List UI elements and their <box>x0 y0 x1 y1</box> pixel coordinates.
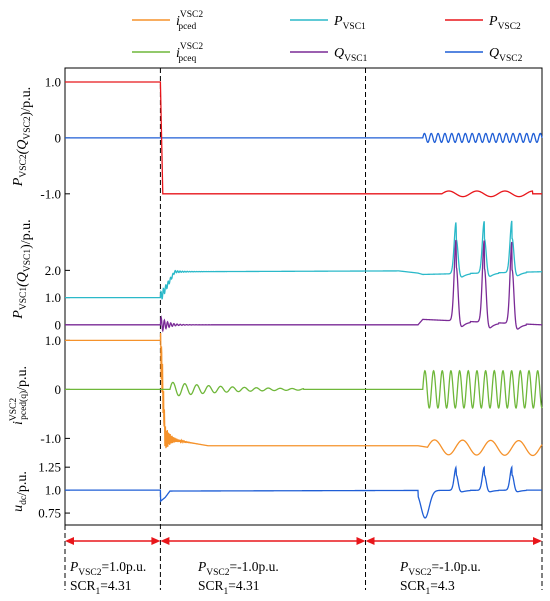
p3-series-ipceq <box>65 369 543 410</box>
p2-ylabel: PVSC1(QVSC1)/p.u. <box>11 219 34 319</box>
p4-series-qvsc2 <box>65 464 542 519</box>
p4-ytick-label-1: 1.0 <box>45 483 61 498</box>
p3-ylabel: iVSC2pced(q)/p.u. <box>9 366 30 425</box>
p3-ytick-label-0: 1.0 <box>45 333 61 348</box>
period-arrowhead-right-3 <box>533 537 542 545</box>
period-arrowhead-left-3 <box>365 537 375 545</box>
legend-label-qvsc1: QVSC1 <box>334 46 368 64</box>
period-arrowhead-right-2 <box>356 537 366 545</box>
legend-label-pvsc2: PVSC2 <box>488 14 521 32</box>
period-arrowhead-left-1 <box>65 537 74 545</box>
p1-ytick-label-1: 0 <box>55 130 62 145</box>
period-arrowhead-right-1 <box>151 537 161 545</box>
p2-ytick-label-2: 0 <box>55 317 62 332</box>
p4-ytick-label-0: 1.25 <box>38 460 61 475</box>
p1-ytick-label-2: -1.0 <box>40 186 61 201</box>
plot-frame <box>64 67 543 526</box>
p2-series-pvsc1 <box>65 220 543 300</box>
legend-label-ipced: iVSC2 pced <box>176 10 203 32</box>
p3-series-ipced <box>65 332 543 457</box>
p4-ylabel: udc/p.u. <box>11 471 30 512</box>
condition-label-1: PVSC2=1.0p.u. <box>69 559 146 578</box>
period-arrowhead-left-2 <box>160 537 170 545</box>
p2-ytick-label-0: 2.0 <box>45 263 61 278</box>
p1-ylabel: PVSC2(QVSC2)/p.u. <box>11 87 34 187</box>
legend-label-qvsc2: QVSC2 <box>489 46 523 64</box>
p4-ytick-label-2: 0.75 <box>38 506 61 521</box>
scr-label-1: SCR1=4.31 <box>70 578 132 597</box>
scr-label-3: SCR1=4.3 <box>400 578 455 597</box>
condition-label-3: PVSC2=-1.0p.u. <box>399 559 481 578</box>
p3-ytick-label-2: -1.0 <box>40 431 61 446</box>
scr-label-2: SCR1=4.31 <box>198 578 260 597</box>
p2-ytick-label-1: 1.0 <box>45 290 61 305</box>
p2-series-qvsc1 <box>65 239 543 333</box>
legend-label-ipceq: iVSC2 pceq <box>176 42 203 64</box>
p1-ytick-label-0: 1.0 <box>45 74 61 89</box>
p1-series-pvsc2 <box>65 81 542 198</box>
p1-series-qvsc2 <box>65 132 543 144</box>
legend-label-pvsc1: PVSC1 <box>333 14 366 32</box>
condition-label-2: PVSC2=-1.0p.u. <box>197 559 279 578</box>
p3-ytick-label-1: 0 <box>55 382 62 397</box>
